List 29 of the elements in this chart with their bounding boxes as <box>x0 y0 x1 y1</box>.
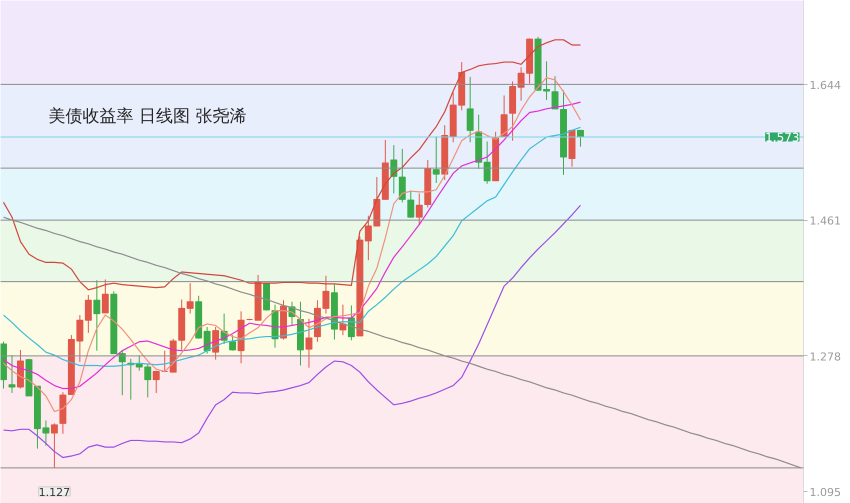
ref-line-label: 1.573 <box>765 130 800 145</box>
candlestick <box>305 318 312 368</box>
candlestick <box>212 326 220 360</box>
candlestick <box>398 148 406 203</box>
text: 美债收益率 日线图 张尧浠 <box>48 106 246 126</box>
candlestick <box>466 76 474 143</box>
candlestick <box>552 76 558 110</box>
candlestick <box>102 278 109 314</box>
candlestick <box>50 422 58 468</box>
y-tick-label: 1.278 <box>810 350 841 364</box>
line-series <box>2 39 582 290</box>
candlestick <box>407 190 414 218</box>
candlestick <box>144 364 152 398</box>
y-tick-label: 1.095 <box>810 486 841 500</box>
candlestick <box>118 349 126 396</box>
candlestick <box>229 334 236 352</box>
candlestick <box>500 94 508 137</box>
line-series <box>2 216 802 468</box>
y-tick-label: 1.461 <box>810 214 841 228</box>
line-series <box>2 126 582 367</box>
candlestick <box>432 136 440 184</box>
candlestick <box>416 192 423 226</box>
candlestick <box>161 350 168 373</box>
annotation: 1.127 <box>38 486 70 499</box>
candlestick <box>8 354 16 394</box>
candlestick <box>152 370 160 394</box>
y-tick-label: 1.644 <box>810 78 841 92</box>
candlestick <box>93 280 100 352</box>
line-series <box>2 204 582 458</box>
